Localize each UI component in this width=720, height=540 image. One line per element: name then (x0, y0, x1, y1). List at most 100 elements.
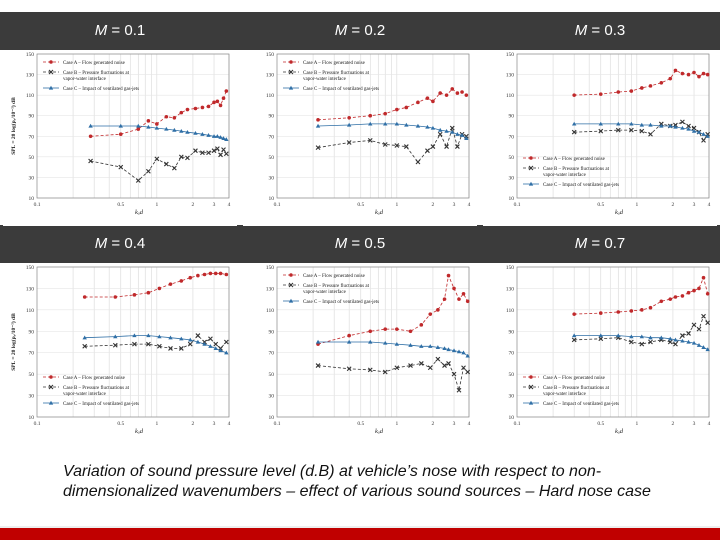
data-point-case-a (119, 132, 123, 136)
legend-marker-case-a (49, 60, 53, 64)
top-strip (0, 0, 720, 4)
legend-label-case-c: Case C – Impact of ventilated gas-jets (303, 87, 379, 92)
y-tick-label: 70 (29, 134, 35, 140)
legend: Case A – Flow generated noise Case B – Pr… (523, 375, 619, 407)
legend-label-case-b: Case B – Pressure fluctuations at (63, 71, 130, 76)
x-tick-label: 0.5 (597, 202, 604, 208)
y-tick-label: 50 (269, 372, 275, 378)
data-point-case-a (687, 291, 691, 295)
data-point-case-a (147, 119, 151, 123)
data-point-case-b (224, 340, 228, 344)
data-point-case-a (316, 118, 320, 122)
data-point-case-a (383, 327, 387, 331)
chart-svg-m07: 10 30 50 70 90 110 130 150 0.1 0.5 1 2 3 4 kₐd Case A –… (483, 263, 717, 439)
data-point-case-a (465, 93, 469, 97)
data-point-case-a (209, 272, 213, 276)
data-point-case-b (438, 132, 442, 136)
data-point-case-a (405, 106, 409, 110)
panel-title-5: M = 0.5 (240, 225, 480, 263)
y-tick-label: 70 (269, 134, 275, 140)
chart-panel-m01: 10 30 50 70 90 110 130 150 0.1 0.5 1 2 3 4 kₐd SPL = 20… (3, 50, 237, 226)
data-point-case-b (185, 156, 189, 160)
y-tick-label: 30 (29, 394, 35, 400)
data-point-case-b (649, 132, 653, 136)
data-point-case-b (419, 361, 423, 365)
header-row-1: M = 0.1 M = 0.2 M = 0.3 (0, 12, 720, 50)
data-point-case-b (702, 138, 706, 142)
data-point-case-b (146, 169, 150, 173)
y-tick-label: 30 (29, 175, 35, 181)
data-point-case-a (428, 312, 432, 316)
data-point-case-b (697, 327, 701, 331)
legend-label-case-c: Case C – Impact of ventilated gas-jets (543, 402, 619, 407)
data-point-case-a (450, 87, 454, 91)
x-axis-label: kₐd (375, 209, 384, 216)
series-line-case-a (85, 273, 227, 297)
data-point-case-a (687, 73, 691, 77)
data-point-case-a (219, 104, 223, 108)
data-point-case-a (630, 89, 634, 93)
y-tick-label: 150 (266, 52, 275, 58)
x-tick-label: 2 (432, 202, 435, 208)
data-point-case-a (697, 75, 701, 79)
y-tick-label: 150 (266, 265, 275, 271)
y-tick-label: 110 (266, 93, 274, 99)
chart-panel-m05: 10 30 50 70 90 110 130 150 0.1 0.5 1 2 3 4 kₐd Case A –… (243, 263, 477, 439)
series-case-b (572, 120, 710, 143)
data-point-case-a (216, 100, 220, 104)
legend-label-case-b: vapor-water interface (63, 392, 107, 397)
x-tick-label: 4 (708, 421, 711, 427)
data-point-case-a (630, 309, 634, 313)
chart-panel-m03: 10 30 50 70 90 110 130 150 0.1 0.5 1 2 3 4 kₐd Case A –… (483, 50, 717, 226)
y-tick-label: 150 (506, 52, 515, 58)
data-point-case-a (706, 73, 710, 77)
x-tick-label: 4 (468, 202, 471, 208)
legend-label-case-c: Case C – Impact of ventilated gas-jets (63, 402, 139, 407)
figure-caption: Variation of sound pressure level (d.B) … (63, 462, 703, 501)
data-point-case-a (395, 108, 399, 112)
panel-title-1: M = 0.1 (0, 12, 240, 50)
data-point-case-a (222, 96, 226, 100)
x-tick-label: 2 (192, 202, 195, 208)
series-line-case-b (91, 149, 227, 181)
data-point-case-b (224, 152, 228, 156)
data-point-case-a (395, 327, 399, 331)
legend-label-case-b: Case B – Pressure fluctuations at (543, 386, 610, 391)
series-case-a (83, 272, 228, 299)
legend-label-case-a: Case A – Flow generated noise (63, 61, 126, 66)
legend-label-case-a: Case A – Flow generated noise (63, 376, 126, 381)
data-point-case-a (207, 105, 211, 109)
x-axis-label: kₐd (135, 428, 144, 435)
legend-label-case-c: Case C – Impact of ventilated gas-jets (303, 300, 379, 305)
data-point-case-b (436, 357, 440, 361)
data-point-case-a (649, 84, 653, 88)
data-point-case-a (136, 127, 140, 131)
data-point-case-a (674, 295, 678, 299)
x-tick-label: 1 (395, 202, 398, 208)
series-case-b (316, 357, 470, 392)
accent-bar (0, 528, 720, 540)
x-tick-label: 2 (192, 421, 195, 427)
y-tick-label: 70 (509, 351, 515, 357)
series-case-a (89, 89, 228, 138)
legend-label-case-b: vapor-water interface (303, 77, 347, 82)
x-tick-label: 3 (453, 421, 456, 427)
chart-panel-m04: 10 30 50 70 90 110 130 150 0.1 0.5 1 2 3 4 kₐd SPL = 20… (3, 263, 237, 439)
data-point-case-a (457, 297, 461, 301)
data-point-case-a (89, 134, 93, 138)
data-point-case-a (219, 272, 223, 276)
y-tick-label: 50 (269, 155, 275, 161)
legend-label-case-a: Case A – Flow generated noise (543, 157, 606, 162)
y-tick-label: 130 (506, 73, 515, 79)
legend-label-case-a: Case A – Flow generated noise (543, 376, 606, 381)
legend-marker-case-a (49, 375, 53, 379)
data-point-case-a (165, 115, 169, 119)
x-axis-label: kₐd (135, 209, 144, 216)
data-point-case-a (416, 101, 420, 105)
tick-labels: 10305070901101301500.1 0.5 1 2 3 4 (266, 265, 471, 427)
data-point-case-a (599, 92, 603, 96)
data-point-case-a (599, 311, 603, 315)
y-axis-label: SPL = 20 log(pₐ/10⁻⁵) dB (10, 313, 17, 371)
y-tick-label: 30 (269, 175, 275, 181)
x-tick-label: 0.1 (274, 421, 281, 427)
